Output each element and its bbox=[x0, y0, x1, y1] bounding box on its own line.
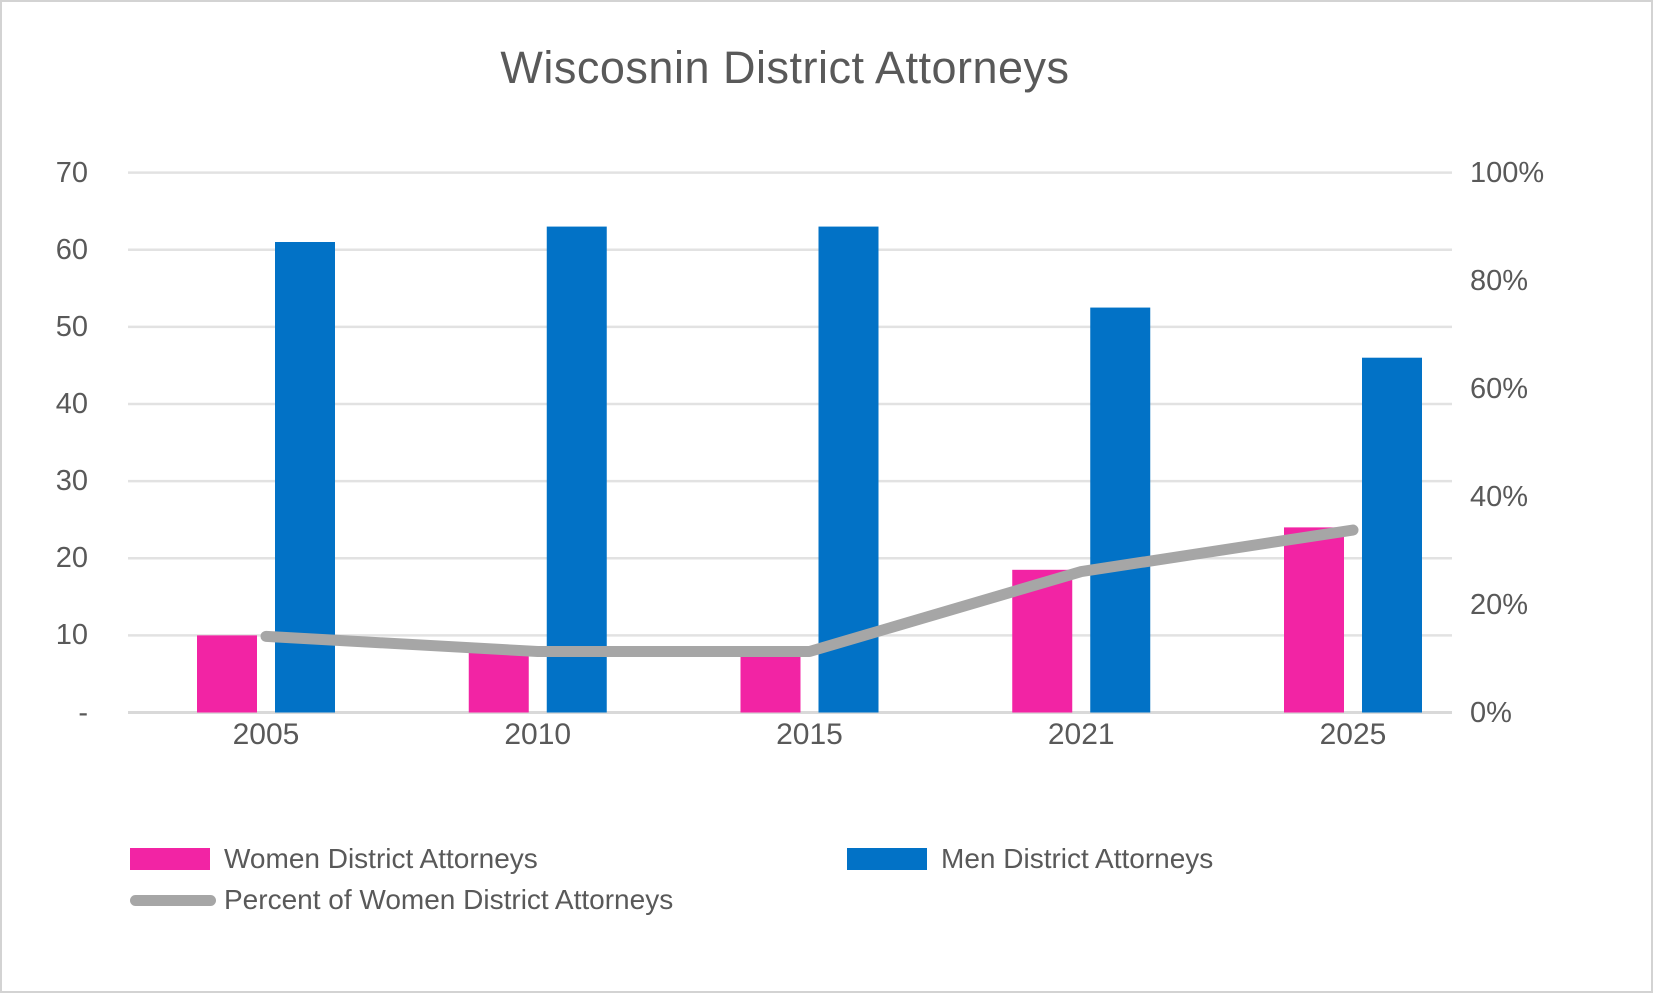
x-axis-label-2005: 2005 bbox=[232, 718, 300, 751]
left-axis-tick-60: 60 bbox=[55, 233, 88, 266]
bar-women-2015 bbox=[740, 650, 801, 713]
right-axis-tick-40%: 40% bbox=[1470, 480, 1529, 513]
right-axis-tick-60%: 60% bbox=[1470, 372, 1529, 405]
percent-line bbox=[260, 524, 1359, 657]
legend-swatch-percent-line bbox=[130, 894, 216, 906]
legend-swatch-men bbox=[847, 848, 927, 870]
bar-women-2005 bbox=[197, 635, 257, 713]
legend-swatch-women bbox=[130, 848, 210, 870]
left-axis-tick--: - bbox=[78, 696, 88, 729]
x-axis-label-2015: 2015 bbox=[776, 718, 843, 751]
right-axis-tick-20%: 20% bbox=[1470, 588, 1529, 621]
bar-women-2010 bbox=[468, 650, 529, 713]
chart-title: Wiscosnin District Attorneys bbox=[500, 42, 1070, 93]
x-axis-label-2021: 2021 bbox=[1047, 718, 1115, 751]
right-axis-tick-80%: 80% bbox=[1470, 264, 1529, 297]
x-axis-label-2010: 2010 bbox=[504, 718, 572, 751]
legend-item-men: Men District Attorneys bbox=[847, 843, 1214, 874]
bar-men-2021 bbox=[1090, 307, 1151, 713]
right-axis-tick-0%: 0% bbox=[1470, 696, 1512, 729]
bar-men-2010 bbox=[546, 226, 607, 713]
left-axis-tick-40: 40 bbox=[55, 387, 88, 420]
legend-label-men: Men District Attorneys bbox=[941, 843, 1214, 874]
bar-men-2025 bbox=[1362, 357, 1422, 713]
x-axis-label-2025: 2025 bbox=[1319, 718, 1387, 751]
left-axis-tick-20: 20 bbox=[55, 542, 88, 575]
legend-label-percent: Percent of Women District Attorneys bbox=[224, 884, 674, 915]
bar-women-2025 bbox=[1284, 527, 1344, 713]
left-axis-tick-70: 70 bbox=[55, 156, 88, 189]
right-axis-tick-100%: 100% bbox=[1470, 156, 1545, 189]
left-axis-tick-50: 50 bbox=[55, 310, 88, 343]
left-axis-tick-10: 10 bbox=[55, 619, 88, 652]
legend-item-percent: Percent of Women District Attorneys bbox=[130, 884, 674, 915]
legend-label-women: Women District Attorneys bbox=[224, 843, 538, 874]
left-axis-tick-30: 30 bbox=[55, 465, 88, 498]
legend-item-women: Women District Attorneys bbox=[130, 843, 538, 874]
